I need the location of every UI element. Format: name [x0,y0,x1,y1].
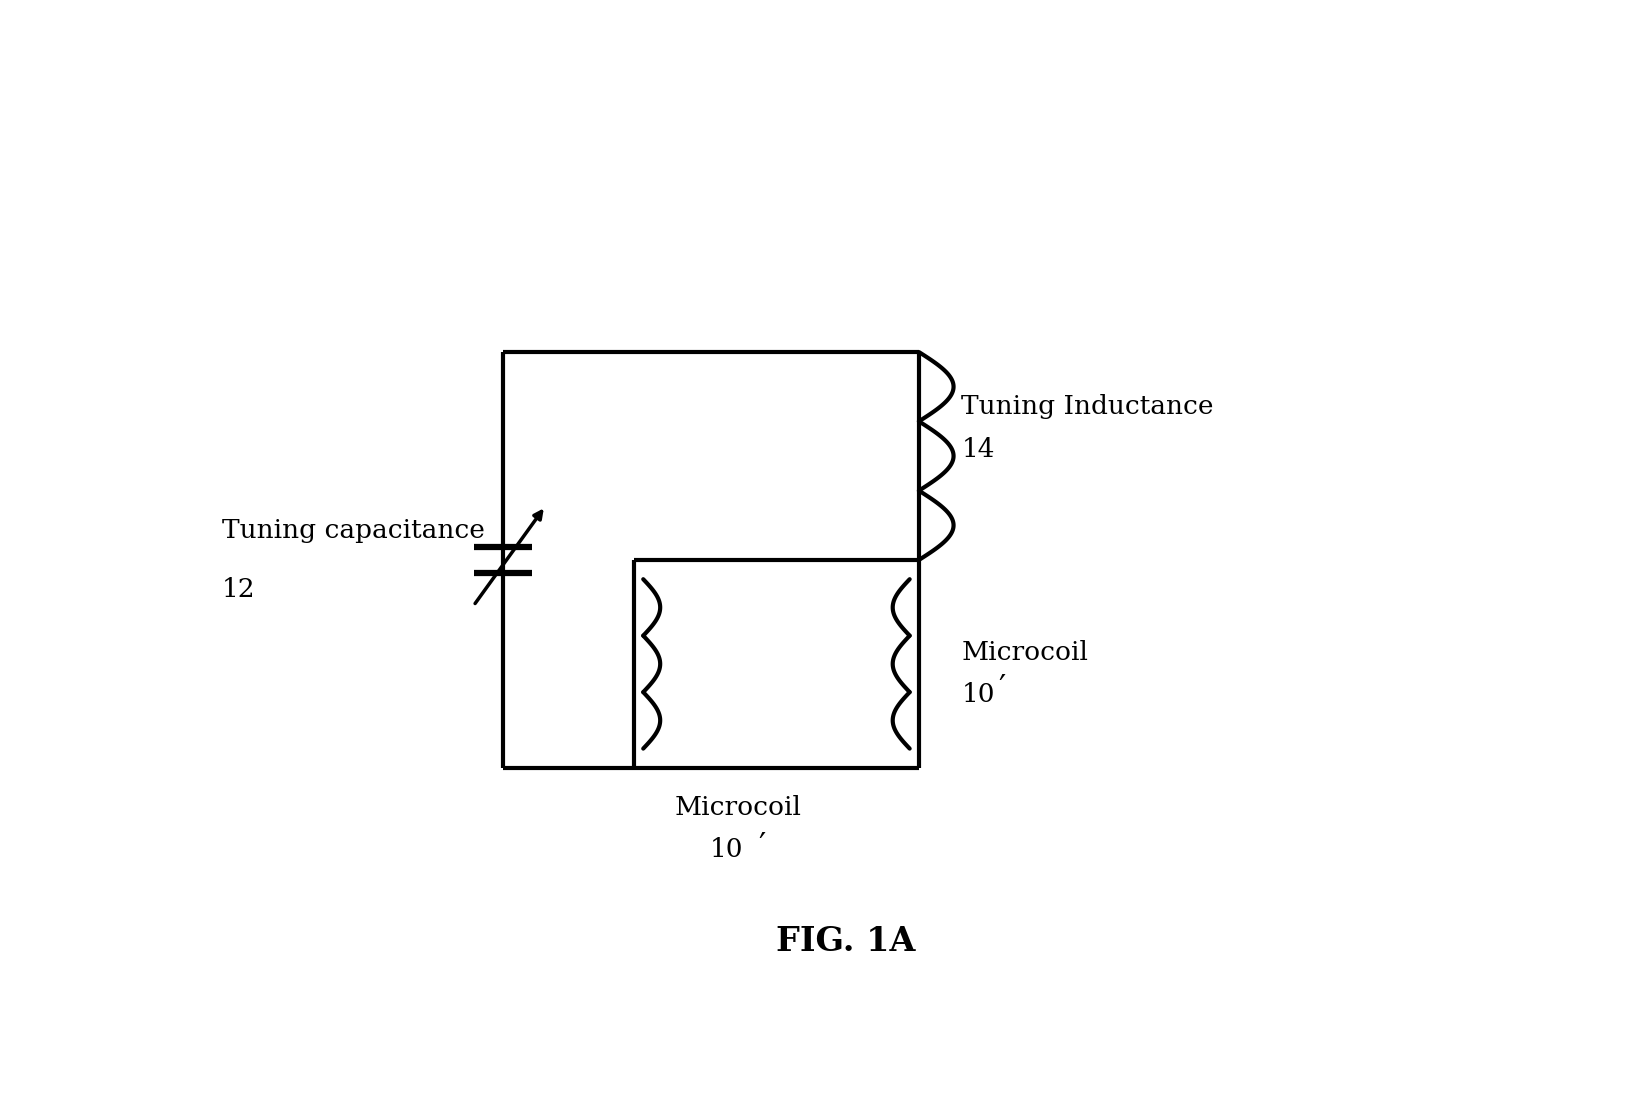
Text: FIG. 1A: FIG. 1A [776,925,915,958]
Text: 12: 12 [221,577,256,602]
Text: ′: ′ [999,673,1005,704]
Text: ′: ′ [759,831,766,862]
Text: 10: 10 [710,838,743,862]
Text: Microcoil: Microcoil [961,640,1088,665]
Text: 14: 14 [961,436,996,462]
Text: Microcoil: Microcoil [675,794,801,820]
Text: 10: 10 [961,682,996,707]
Text: Tuning capacitance: Tuning capacitance [221,518,485,543]
Text: Tuning Inductance: Tuning Inductance [961,394,1213,420]
